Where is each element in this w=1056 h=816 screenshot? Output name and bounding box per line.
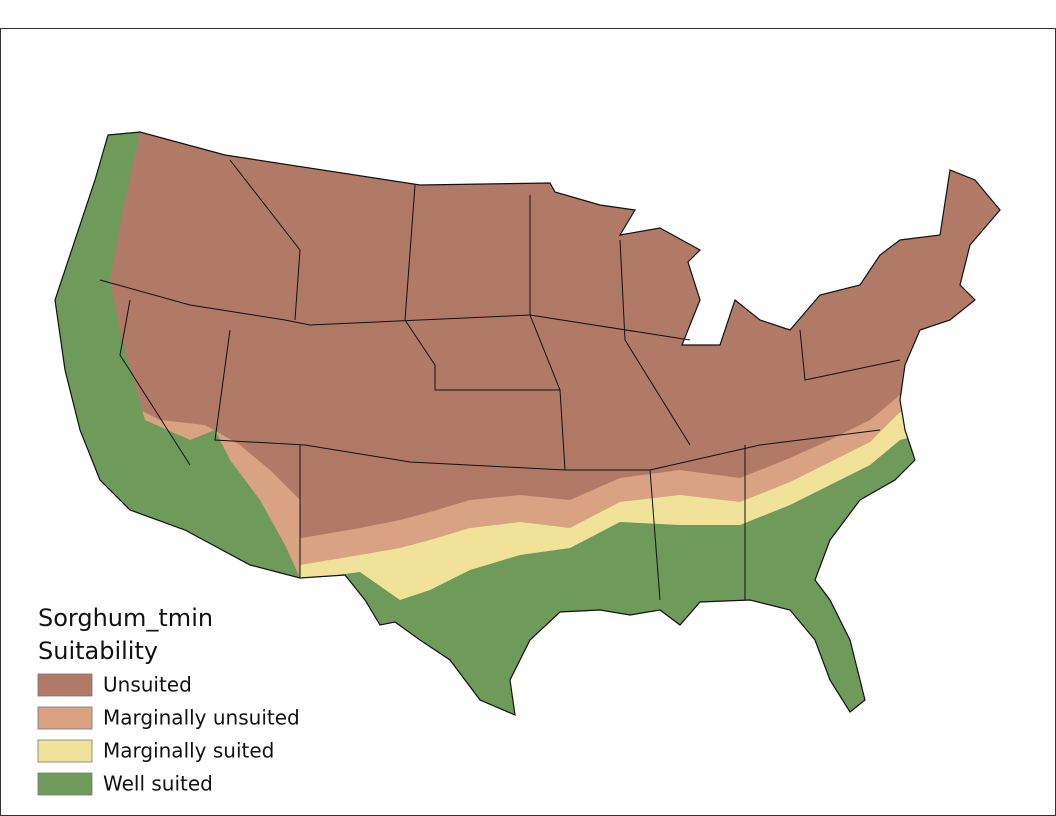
state-line <box>799 329 901 381</box>
state-line <box>619 239 691 446</box>
legend-subtitle: Suitability <box>38 637 158 665</box>
state-line <box>214 329 881 471</box>
zone-well-suited-west <box>55 132 300 578</box>
legend-swatch <box>37 673 93 697</box>
state-line <box>529 195 561 391</box>
legend: Sorghum_tmin Suitability Unsuited Margina… <box>37 604 300 796</box>
state-boundaries <box>99 159 901 601</box>
state-line <box>229 159 301 321</box>
state-line <box>649 469 661 601</box>
legend-swatch <box>37 706 93 730</box>
state-line <box>404 184 566 471</box>
legend-label: Well suited <box>103 772 213 796</box>
legend-swatch <box>37 739 93 763</box>
legend-label: Unsuited <box>103 673 192 697</box>
state-line <box>119 299 191 466</box>
legend-swatch <box>37 772 93 796</box>
state-line <box>99 279 691 341</box>
legend-label: Marginally suited <box>103 739 274 763</box>
legend-label: Marginally unsuited <box>103 706 300 730</box>
legend-title: Sorghum_tmin <box>38 604 213 632</box>
us-outline <box>54 131 1001 716</box>
